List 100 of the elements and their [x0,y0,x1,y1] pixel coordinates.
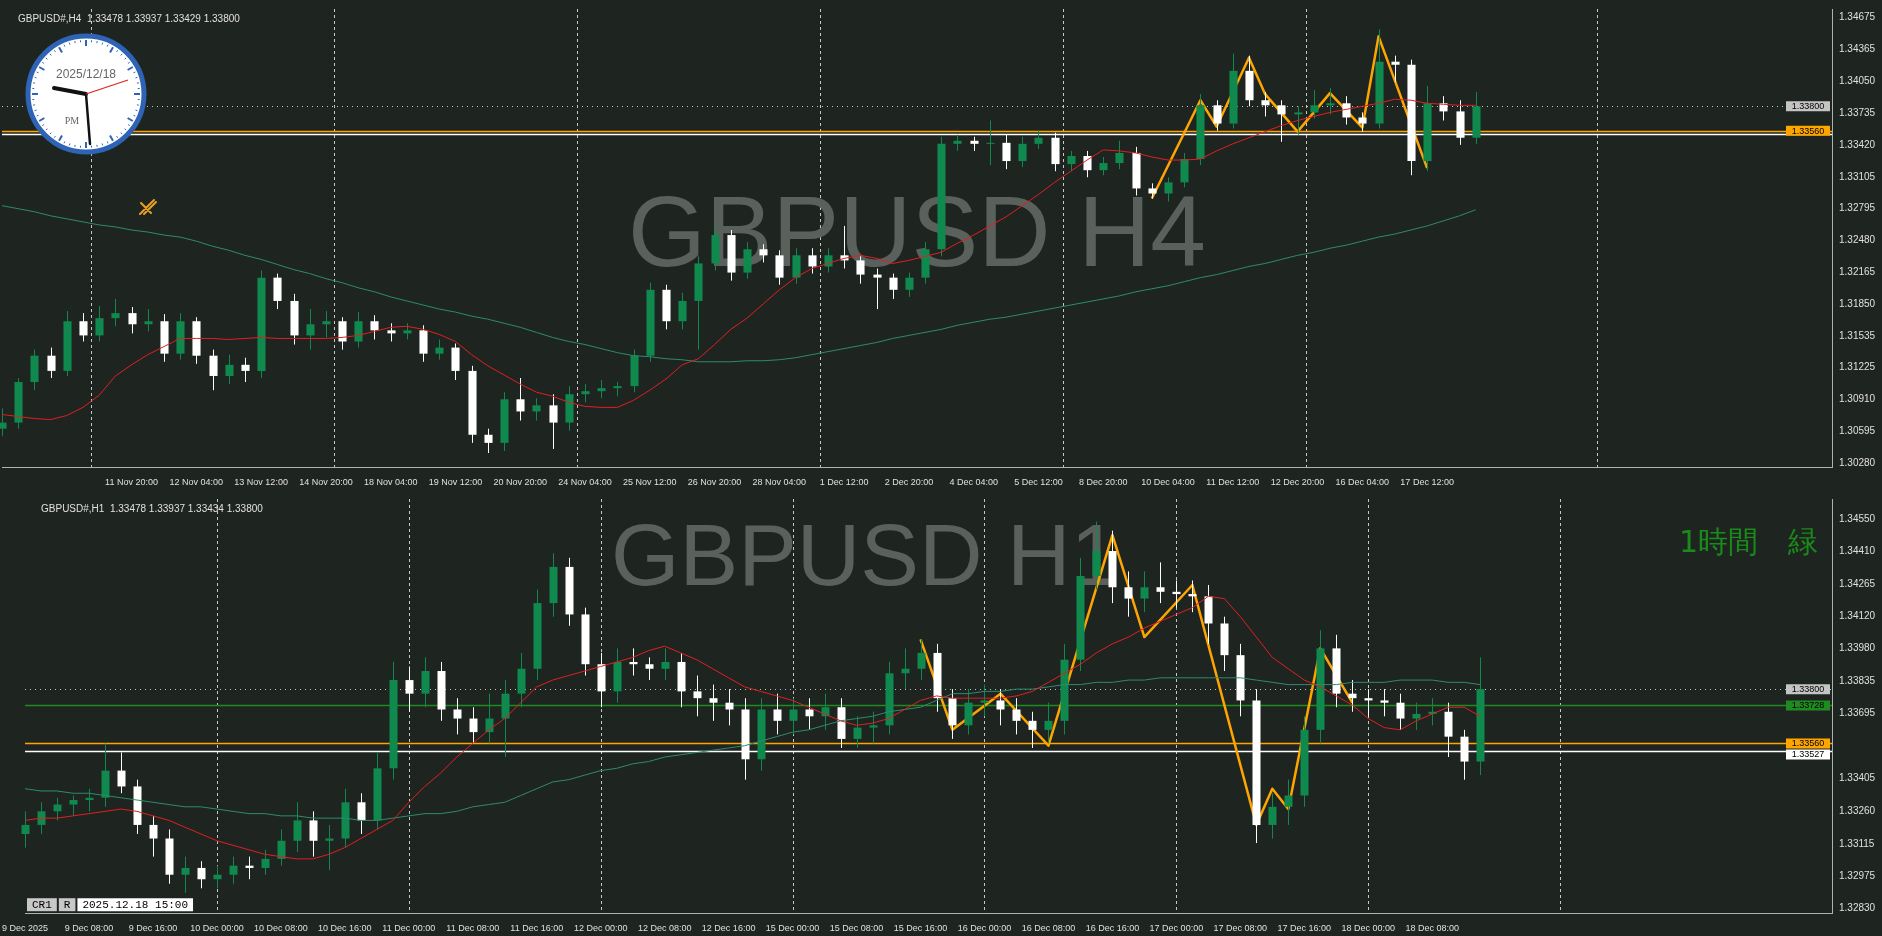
candlestick [1326,87,1335,115]
y-tick-label: 1.34365 [1839,42,1876,54]
candlestick [1342,95,1351,126]
x-tick-label: 15 Dec 00:00 [765,923,820,934]
candlestick [144,308,153,332]
y-tick-label: 1.32975 [1839,869,1876,881]
candlestick [549,393,558,450]
x-tick-label: 16 Dec 00:00 [957,923,1012,934]
candlestick [453,697,462,735]
candlestick [79,312,88,342]
y-tick-label: 1.30595 [1839,424,1876,436]
ref-line-label: 1.33800 [1791,101,1825,112]
candlestick [1391,55,1400,83]
y-tick-label: 1.33735 [1839,106,1876,118]
chart-title: GBPUSD#,H4 1.33478 1.33937 1.33429 1.33800 [18,12,241,24]
y-tick-label: 1.34050 [1839,74,1876,86]
y-tick-label: 1.31850 [1839,297,1876,309]
candlestick [532,397,541,422]
y-tick-label: 1.33980 [1839,642,1876,654]
y-tick-label: 1.30280 [1839,456,1876,468]
candlestick [678,292,687,330]
candlestick [789,697,798,735]
x-tick-label: 15 Dec 16:00 [893,923,948,934]
x-tick-label: 12 Dec 16:00 [701,923,756,934]
x-tick-label: 10 Dec 04:00 [1141,477,1195,488]
x-tick-label: 9 Dec 16:00 [128,923,178,934]
x-tick-label: 17 Dec 00:00 [1149,923,1204,934]
candlestick [1310,89,1319,119]
candlestick [484,428,493,454]
candlestick [986,120,995,166]
candlestick [773,693,782,735]
chart-title: GBPUSD#,H1 1.33478 1.33937 1.33434 1.33800 [41,502,264,514]
x-tick-label: 16 Dec 16:00 [1085,923,1140,934]
annotation: CR1 [32,899,53,912]
y-tick-label: 1.34265 [1839,577,1876,589]
x-tick-label: 12 Dec 00:00 [573,923,628,934]
annotation: 2025.12.18 15:00 [82,899,189,912]
candlestick [1099,156,1108,176]
candlestick [516,377,525,422]
x-tick-label: 18 Dec 08:00 [1405,923,1459,934]
candlestick [1018,136,1027,168]
x-tick-label: 28 Nov 04:00 [752,477,807,488]
x-tick-label: 10 Dec 08:00 [254,923,308,934]
x-tick-label: 12 Nov 04:00 [169,477,224,488]
candlestick [1156,561,1165,604]
x-tick-label: 17 Dec 16:00 [1277,923,1332,934]
candlestick [111,298,120,327]
candlestick [645,656,654,681]
candlestick [181,856,190,894]
x-tick-label: 16 Dec 04:00 [1335,477,1390,488]
candlestick [306,308,315,351]
x-tick-label: 14 Nov 20:00 [299,477,353,488]
candlestick [322,310,331,338]
x-tick-label: 11 Dec 12:00 [1206,477,1260,488]
candlestick [435,338,444,361]
x-tick-label: 13 Nov 12:00 [234,477,288,488]
candlestick [69,795,78,817]
annotation: 1時間 緑 [1678,523,1818,559]
candlestick [338,316,347,351]
candlestick [370,314,379,340]
x-tick-label: 9 Dec 08:00 [64,923,114,934]
y-tick-label: 1.33115 [1839,837,1875,849]
candlestick [1034,130,1043,150]
candlestick [869,711,878,744]
y-tick-label: 1.34550 [1839,513,1876,525]
candlestick [1124,570,1133,618]
x-tick-label: 5 Dec 12:00 [1014,477,1063,488]
candlestick [597,379,606,399]
candlestick [405,665,414,713]
candlestick [661,647,670,681]
x-tick-label: 18 Dec 00:00 [1341,923,1396,934]
x-tick-label: 11 Nov 20:00 [105,477,158,488]
y-tick-label: 1.32795 [1839,201,1876,213]
x-tick-label: 12 Dec 20:00 [1270,477,1325,488]
x-tick-label: 17 Dec 08:00 [1213,923,1268,934]
ref-line-label: 1.33560 [1791,125,1825,136]
candlestick [273,273,282,310]
annotation: R [63,899,71,912]
x-tick-label: 16 Dec 08:00 [1021,923,1076,934]
x-tick-label: 26 Nov 20:00 [687,477,742,488]
candlestick [209,349,218,391]
x-tick-label: 12 Dec 08:00 [637,923,692,934]
candlestick [980,684,989,717]
x-tick-label: 10 Dec 16:00 [318,923,372,934]
y-tick-label: 1.34410 [1839,544,1876,556]
x-tick-label: 10 Dec 00:00 [190,923,244,934]
y-tick-label: 1.32165 [1839,265,1876,277]
candlestick [1439,95,1448,122]
y-tick-label: 1.33260 [1839,805,1876,817]
candlestick [354,311,363,349]
candlestick [581,383,590,403]
candlestick [128,306,137,334]
candlestick [1294,105,1303,136]
candlestick [387,322,396,342]
y-tick-label: 1.34120 [1839,610,1876,622]
candlestick [419,324,428,363]
candlestick [1213,99,1222,132]
y-tick-label: 1.32480 [1839,233,1876,245]
candlestick [693,675,702,717]
x-tick-label: 2 Dec 20:00 [884,477,934,488]
